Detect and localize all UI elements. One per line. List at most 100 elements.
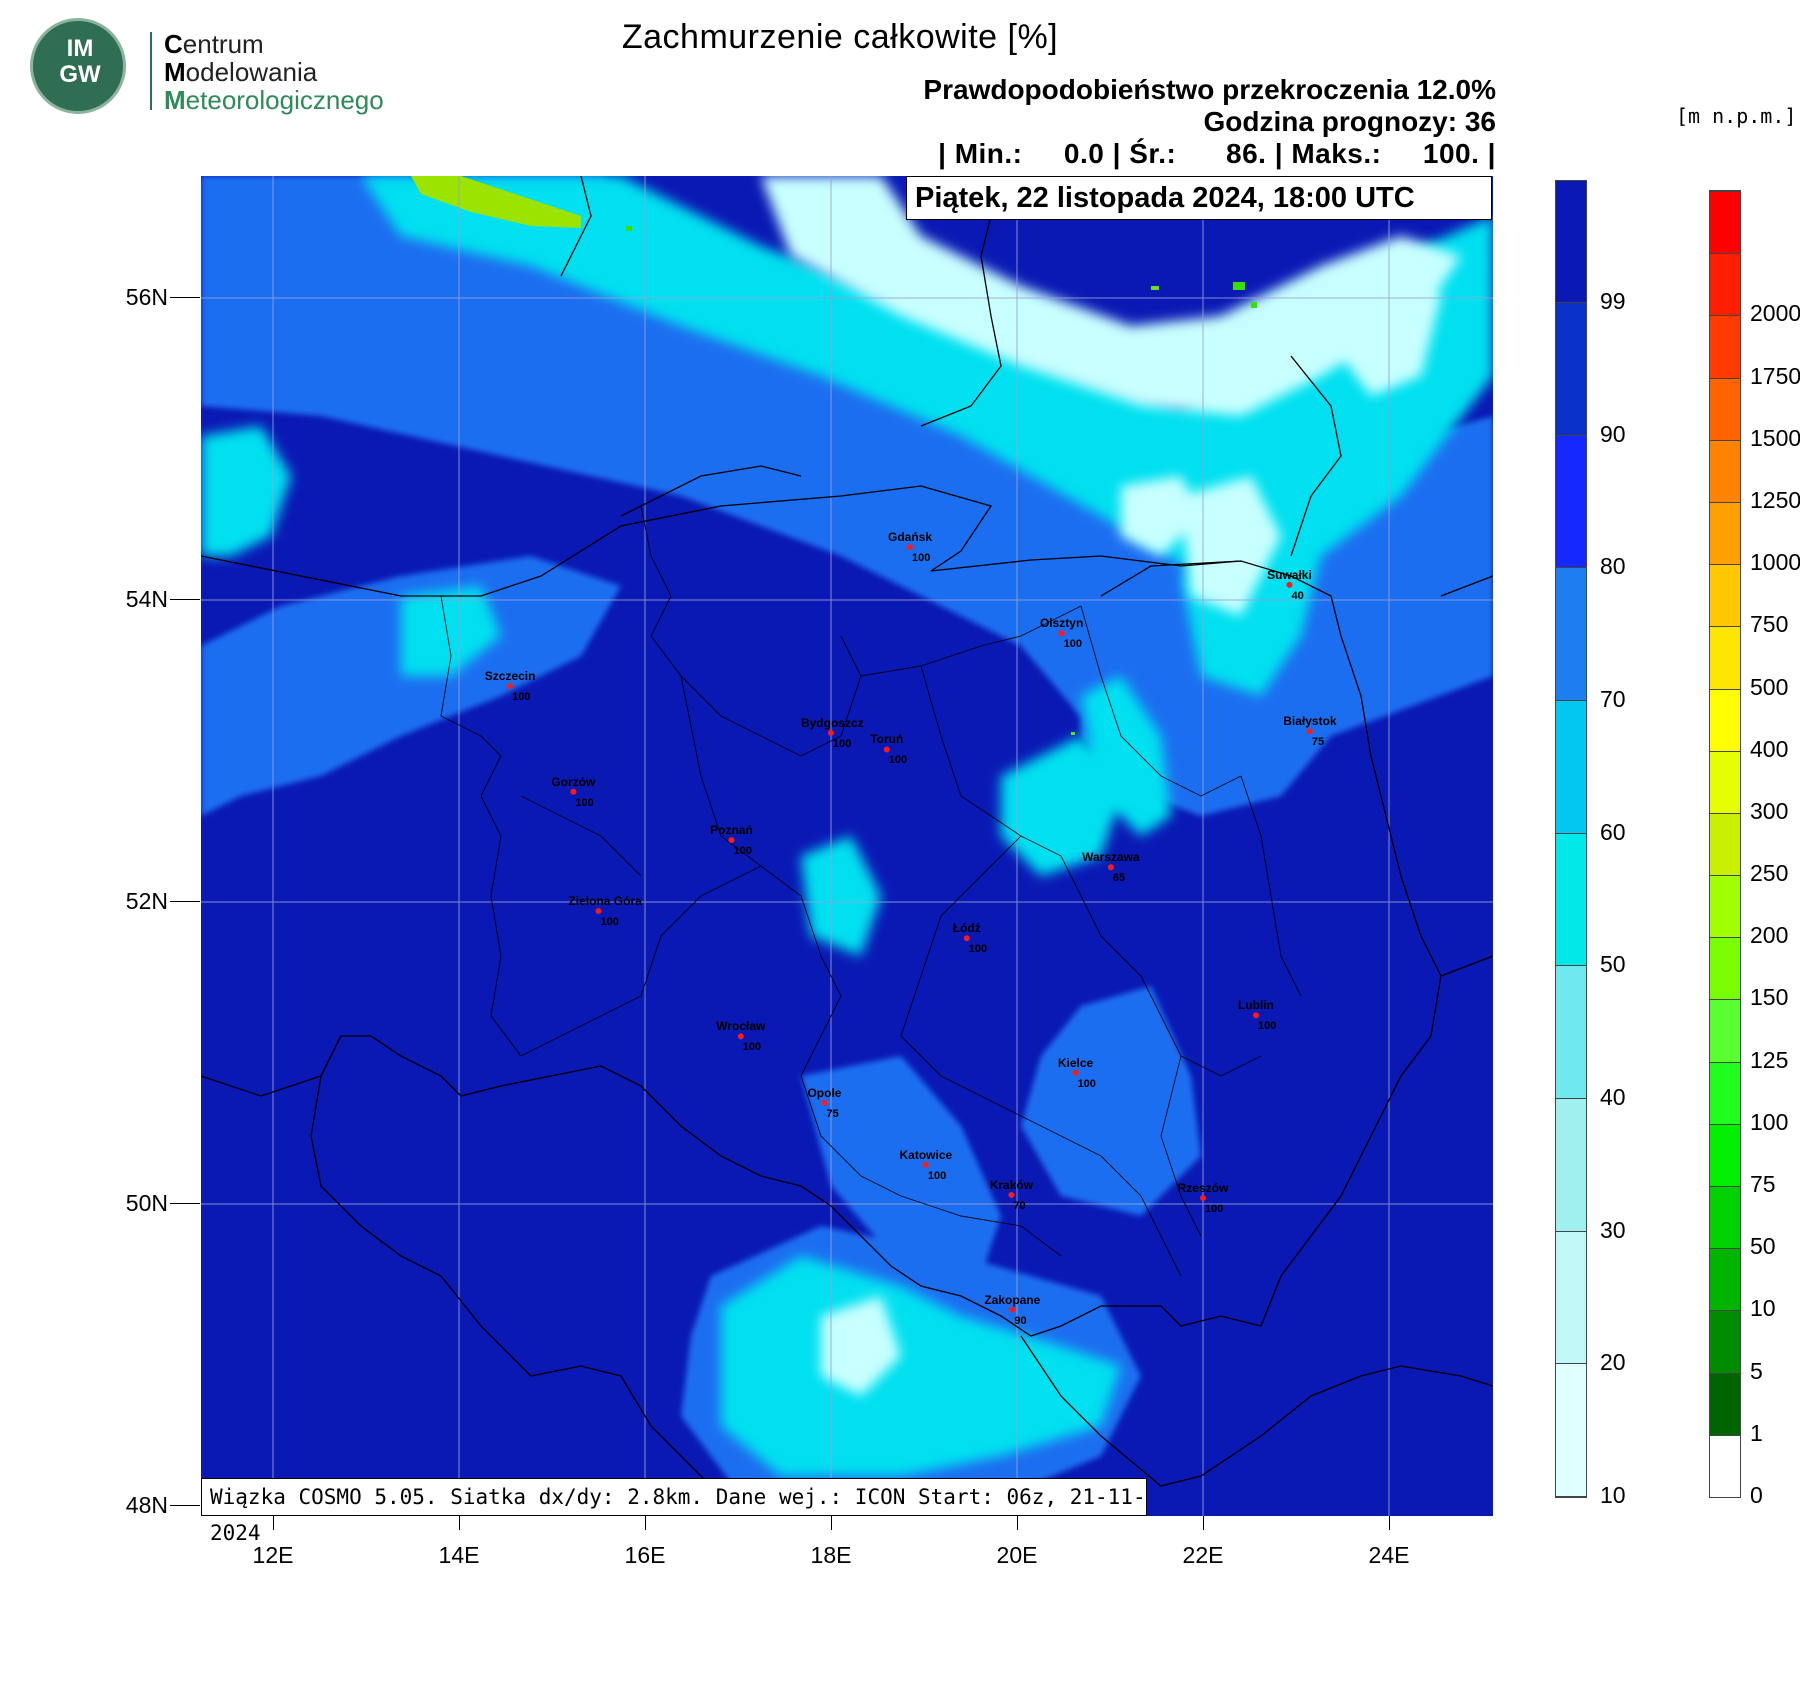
elevation-colorbar-tick: 1000 bbox=[1750, 549, 1800, 576]
elevation-colorbar-tick: 50 bbox=[1750, 1233, 1776, 1260]
city-value: 100 bbox=[968, 943, 988, 956]
cloud-colorbar-tick: 40 bbox=[1600, 1084, 1626, 1110]
city-value: 90 bbox=[1014, 1314, 1027, 1327]
elevation-colorbar-tick: 10 bbox=[1750, 1295, 1776, 1322]
elevation-colorbar-tick: 750 bbox=[1750, 611, 1789, 638]
city-dot bbox=[737, 1033, 744, 1040]
colorbar-segment bbox=[1710, 688, 1740, 751]
cloud-colorbar-tick: 70 bbox=[1600, 686, 1626, 712]
city-name: Bydgoszcz bbox=[800, 715, 864, 730]
cloud-colorbar-tick: 10 bbox=[1600, 1482, 1626, 1508]
city-value: 100 bbox=[1204, 1202, 1224, 1215]
valid-time-box: Piątek, 22 listopada 2024, 18:00 UTC bbox=[906, 176, 1492, 220]
lon-tick bbox=[1203, 1516, 1204, 1530]
colorbar-segment bbox=[1556, 1231, 1586, 1365]
elevation-unit: [m n.p.m.] bbox=[1676, 104, 1797, 128]
colorbar-segment bbox=[1710, 1123, 1740, 1187]
elevation-colorbar-tick: 1 bbox=[1750, 1419, 1763, 1446]
elevation-colorbar-tick: 1250 bbox=[1750, 486, 1800, 513]
city-dot bbox=[595, 908, 602, 915]
logo-line-meteorologicznego: Meteorologicznego bbox=[164, 86, 384, 114]
colorbar-segment bbox=[1556, 701, 1586, 834]
city-value: 65 bbox=[1112, 872, 1126, 885]
cloud-colorbar-tick: 90 bbox=[1600, 420, 1626, 447]
lon-label-24e: 24E bbox=[1368, 1542, 1410, 1568]
city-name: Suwałki bbox=[1267, 567, 1312, 582]
elevation-colorbar-tick: 1500 bbox=[1750, 424, 1800, 451]
colorbar-segment bbox=[1556, 181, 1586, 303]
cloud-colorbar-tick: 80 bbox=[1600, 553, 1626, 580]
colorbar-segment bbox=[1710, 1186, 1740, 1249]
city-name: Szczecin bbox=[484, 669, 536, 684]
colorbar-segment bbox=[1710, 253, 1740, 316]
cloud-colorbar-tick: 30 bbox=[1600, 1216, 1626, 1243]
city-name: Gdańsk bbox=[888, 530, 933, 545]
lon-label-20e: 20E bbox=[996, 1542, 1038, 1568]
lat-label-50n: 50N bbox=[125, 1190, 168, 1216]
elevation-colorbar-tick: 5 bbox=[1750, 1357, 1763, 1384]
graticule bbox=[201, 176, 1493, 1516]
city-dot bbox=[1286, 581, 1293, 588]
map-title: Zachmurzenie całkowite [%] bbox=[621, 18, 1059, 56]
city-dot bbox=[922, 1161, 929, 1168]
lon-tick bbox=[273, 1516, 274, 1530]
lat-tick bbox=[170, 599, 200, 600]
city-value: 100 bbox=[927, 1169, 947, 1182]
city-name: Toruń bbox=[870, 732, 904, 747]
cloud-field-mid bbox=[201, 176, 1493, 1516]
city-name: Kielce bbox=[1057, 1055, 1094, 1070]
elevation-colorbar-tick: 400 bbox=[1750, 735, 1789, 762]
city-dot bbox=[1306, 728, 1313, 735]
city-name: Rzeszów bbox=[1177, 1180, 1229, 1195]
city-name: Zakopane bbox=[984, 1292, 1041, 1307]
cloud-colorbar-tick: 20 bbox=[1600, 1349, 1626, 1376]
colorbar-segment bbox=[1710, 564, 1740, 627]
colorbar-segment bbox=[1710, 377, 1740, 440]
colorbar-segment bbox=[1556, 833, 1586, 967]
logo-initial: M bbox=[164, 57, 186, 87]
lon-tick bbox=[1389, 1516, 1390, 1530]
city-name: Lublin bbox=[1237, 998, 1274, 1013]
lat-label-48n: 48N bbox=[125, 1492, 168, 1518]
city-value: 100 bbox=[742, 1041, 762, 1054]
elevation-colorbar-tick: 250 bbox=[1750, 860, 1789, 887]
exceedance-probability: Prawdopodobieństwo przekroczenia 12.0% bbox=[923, 74, 1496, 105]
city-markers bbox=[507, 544, 1313, 1313]
city-name: Kraków bbox=[989, 1177, 1034, 1192]
city-value: 100 bbox=[912, 552, 931, 565]
valid-time-text: Piątek, 22 listopada 2024, 18:00 UTC bbox=[915, 182, 1415, 214]
emblem-letters-top: IM bbox=[66, 35, 94, 62]
colorbar-segment bbox=[1556, 1099, 1586, 1232]
model-info-box: Wiązka COSMO 5.05. Siatka dx/dy: 2.8km. … bbox=[201, 1478, 1147, 1545]
city-name: Warszawa bbox=[1082, 850, 1140, 865]
emblem-letters-bottom: GW bbox=[59, 61, 101, 88]
lon-label-18e: 18E bbox=[810, 1542, 852, 1568]
imgw-emblem-text: IM GW bbox=[40, 36, 120, 88]
colorbar-segment bbox=[1710, 1248, 1740, 1311]
city-name: Łódź bbox=[952, 921, 981, 936]
colorbar-segment bbox=[1556, 966, 1586, 1099]
city-name: Zielona Góra bbox=[568, 894, 642, 909]
city-value: 75 bbox=[826, 1107, 839, 1120]
colorbar-segment bbox=[1710, 1434, 1740, 1497]
elevation-colorbar-tick: 2000 bbox=[1750, 300, 1800, 327]
city-dot bbox=[1252, 1012, 1259, 1019]
field-statistics: | Min.: 0.0 | Śr.: 86. | Maks.: 100. | bbox=[938, 138, 1496, 169]
city-value: 70 bbox=[1013, 1199, 1026, 1212]
city-dot bbox=[570, 788, 577, 795]
lat-tick bbox=[170, 1203, 200, 1204]
elevation-colorbar-tick: 0 bbox=[1750, 1482, 1763, 1508]
colorbar-segment bbox=[1556, 568, 1586, 701]
borders bbox=[201, 176, 1493, 1516]
elevation-colorbar-tick: 75 bbox=[1750, 1171, 1776, 1198]
lat-tick bbox=[170, 297, 200, 298]
cloud-colorbar-tick: 60 bbox=[1600, 818, 1626, 845]
model-info-text: Wiązka COSMO 5.05. Siatka dx/dy: 2.8km. … bbox=[210, 1485, 1146, 1545]
lat-tick bbox=[170, 901, 200, 902]
elevation-colorbar-tick: 150 bbox=[1750, 984, 1789, 1011]
city-value: 100 bbox=[1077, 1077, 1096, 1090]
lon-label-22e: 22E bbox=[1182, 1542, 1224, 1568]
logo-divider bbox=[150, 32, 152, 110]
lon-label-12e: 12E bbox=[252, 1542, 294, 1568]
city-value: 100 bbox=[1063, 638, 1082, 651]
